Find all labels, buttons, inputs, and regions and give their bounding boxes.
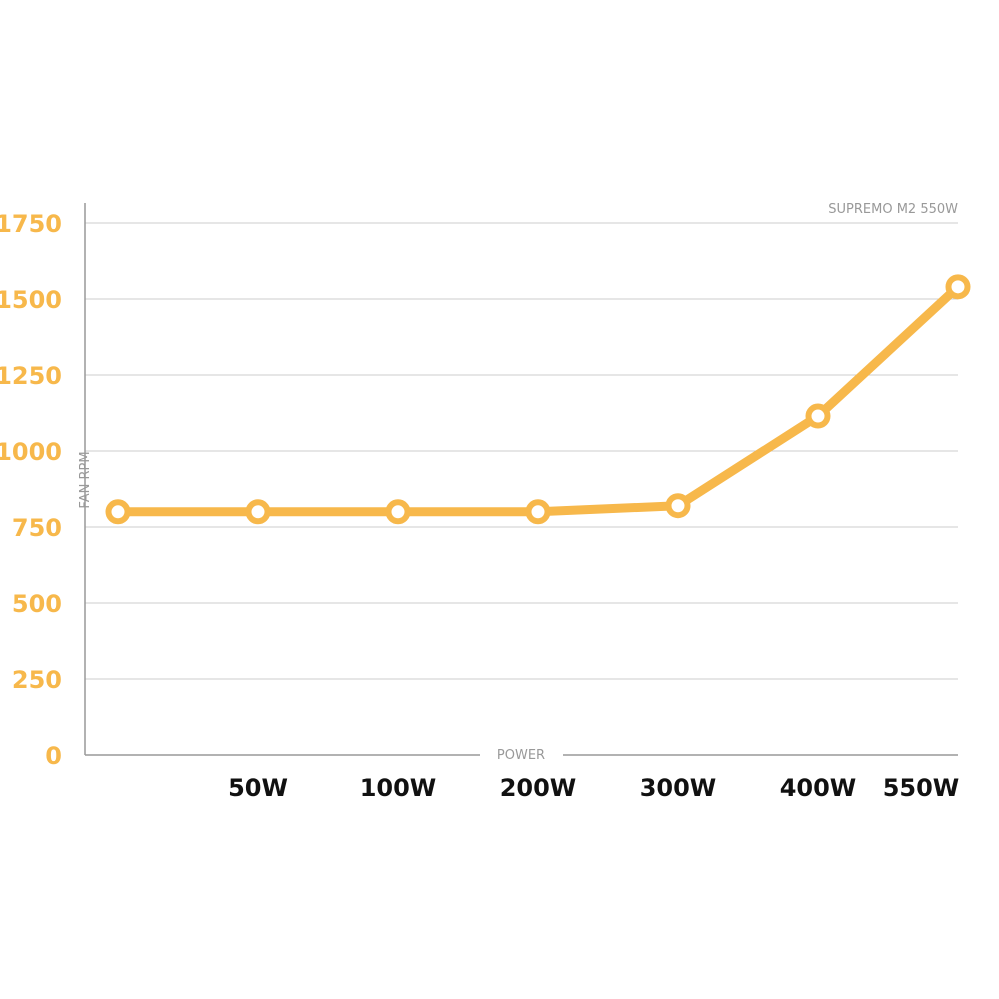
y-tick-label: 250 bbox=[12, 666, 62, 694]
x-tick-labels: 50W 100W 200W 300W 400W 550W bbox=[228, 774, 959, 802]
series-line bbox=[113, 282, 963, 517]
data-point bbox=[105, 499, 131, 525]
y-tick-label: 1500 bbox=[0, 286, 62, 314]
axes bbox=[84, 203, 958, 756]
grid-lines bbox=[85, 222, 958, 680]
data-point bbox=[945, 274, 971, 300]
x-axis-title: POWER bbox=[497, 748, 545, 763]
x-tick-label: 550W bbox=[883, 774, 960, 802]
data-point bbox=[665, 493, 691, 519]
data-point bbox=[385, 499, 411, 525]
data-point bbox=[525, 499, 551, 525]
x-tick-label: 50W bbox=[228, 774, 288, 802]
y-tick-label: 1000 bbox=[0, 438, 62, 466]
y-tick-label: 1750 bbox=[0, 210, 62, 238]
y-axis-title: FAN RPM bbox=[78, 451, 93, 508]
x-tick-label: 400W bbox=[780, 774, 857, 802]
y-tick-labels: 0 250 500 750 1000 1250 1500 1750 bbox=[0, 210, 62, 770]
x-tick-label: 300W bbox=[640, 774, 717, 802]
y-tick-label: 1250 bbox=[0, 362, 62, 390]
x-tick-label: 200W bbox=[500, 774, 577, 802]
y-tick-label: 0 bbox=[45, 742, 62, 770]
y-tick-label: 500 bbox=[12, 590, 62, 618]
data-point bbox=[245, 499, 271, 525]
x-tick-label: 100W bbox=[360, 774, 437, 802]
series-label: SUPREMO M2 550W bbox=[828, 202, 958, 217]
data-point bbox=[805, 403, 831, 429]
y-tick-label: 750 bbox=[12, 514, 62, 542]
series-group bbox=[105, 274, 971, 525]
